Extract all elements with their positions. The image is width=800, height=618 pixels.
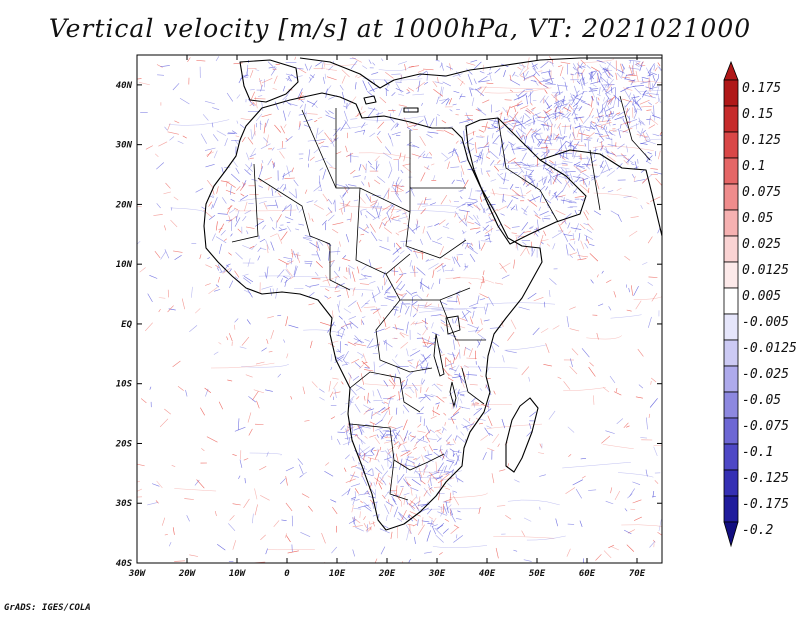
colorbar-label: -0.125	[742, 471, 789, 486]
lon-tick-label: 20W	[178, 569, 197, 579]
colorbar-label: -0.1	[742, 445, 773, 460]
colorbar-swatch	[723, 79, 739, 107]
colorbar-label: -0.005	[742, 315, 789, 330]
map-title: Vertical velocity [m/s] at 1000hPa, VT: …	[48, 14, 752, 43]
iberia-coastline	[239, 59, 299, 103]
colorbar-label: 0.025	[742, 237, 781, 252]
colorbar-swatch	[723, 105, 739, 133]
map-axes: 30W 20W 10W 0 10E 20E 30E 40E 50E 60E 70E 40N 30N 20N…	[115, 55, 662, 579]
colorbar-swatch	[723, 183, 739, 211]
lat-tick-label: 30S	[115, 499, 133, 509]
lat-tick-label: 30N	[115, 141, 133, 151]
colorbar-label: 0.1	[742, 159, 765, 174]
sicily-coastline	[363, 95, 377, 105]
arabia-coastline	[465, 117, 587, 245]
colorbar-label: -0.025	[742, 367, 789, 382]
lon-tick-label: 30E	[428, 569, 446, 579]
coastlines	[203, 57, 662, 531]
colorbar-label: -0.0125	[742, 341, 797, 356]
colorbar-swatch	[723, 443, 739, 471]
colorbar-label: -0.2	[742, 523, 773, 538]
colorbar-swatch	[723, 261, 739, 289]
lakes	[433, 315, 461, 408]
africa-coastline	[203, 92, 543, 531]
lake-tanganyika	[433, 333, 445, 377]
map-plot-area	[136, 54, 663, 564]
europe-coastline	[299, 57, 662, 89]
colorbar-swatch	[723, 235, 739, 263]
lat-tick-label: EQ	[121, 320, 132, 330]
grads-credit: GrADS: IGES/COLA	[4, 603, 91, 613]
crete-coastline	[403, 107, 419, 113]
colorbar-label: 0.075	[742, 185, 781, 200]
colorbar-label: -0.05	[742, 393, 781, 408]
colorbar-label: 0.005	[742, 289, 781, 304]
colorbar-swatch	[723, 417, 739, 445]
colorbar-label: 0.125	[742, 133, 781, 148]
colorbar-swatch	[723, 157, 739, 185]
colorbar-swatch	[723, 131, 739, 159]
lon-tick-label: 40E	[479, 569, 496, 579]
colorbar-label: -0.175	[742, 497, 789, 512]
lat-tick-label: 40S	[116, 559, 133, 569]
colorbar-swatch	[723, 495, 739, 523]
colorbar-swatch	[723, 365, 739, 393]
colorbar-swatch	[723, 209, 739, 237]
lat-tick-label: 10N	[116, 260, 133, 270]
lat-tick-label: 10S	[116, 380, 133, 390]
lon-tick-label: 10W	[229, 569, 247, 579]
colorbar-bottom-arrow	[723, 521, 739, 548]
colorbar-label: -0.075	[742, 419, 789, 434]
lat-tick-label: 20N	[115, 200, 133, 210]
lat-tick-label: 40N	[116, 81, 133, 91]
colorbar-label: 0.0125	[742, 263, 789, 278]
lake-malawi	[449, 381, 457, 408]
colorbar-swatch	[723, 469, 739, 497]
lon-tick-label: 0	[284, 569, 290, 579]
lon-tick-label: 10E	[329, 569, 346, 579]
colorbar-top-arrow	[723, 60, 739, 81]
colorbar-swatch	[723, 313, 739, 341]
country-borders	[231, 95, 651, 501]
lon-tick-label: 50E	[529, 569, 546, 579]
lon-tick-label: 60E	[579, 569, 596, 579]
colorbar-label: 0.05	[742, 211, 773, 226]
colorbar-label: 0.15	[742, 107, 773, 122]
lake-victoria	[445, 315, 461, 335]
asia-coastline	[539, 149, 662, 237]
velocity-field	[137, 56, 662, 563]
madagascar-coastline	[505, 397, 539, 473]
colorbar: 0.175 0.15 0.125 0.1 0.075 0.05 0.025 0.0125 0.0…	[723, 60, 797, 548]
lon-tick-label: 30W	[128, 569, 147, 579]
lon-tick-label: 20E	[378, 569, 396, 579]
colorbar-swatch	[723, 391, 739, 419]
lat-tick-label: 20S	[115, 439, 133, 449]
map-frame	[136, 54, 663, 564]
colorbar-label: 0.175	[742, 81, 781, 96]
colorbar-swatch	[723, 339, 739, 367]
colorbar-swatch	[723, 287, 739, 315]
map-background	[137, 55, 662, 563]
lon-tick-label: 70E	[629, 569, 646, 579]
